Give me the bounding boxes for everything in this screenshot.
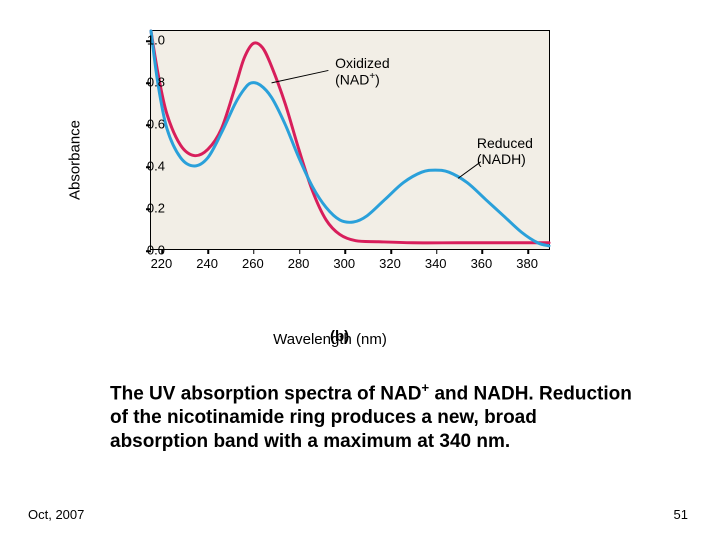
x-tick-mark [390, 249, 392, 254]
y-axis-label: Absorbance [67, 120, 84, 200]
annotation-pointer [272, 70, 329, 82]
y-tick-label: 0.2 [125, 201, 165, 216]
x-tick-label: 320 [379, 256, 401, 271]
x-tick-label: 260 [242, 256, 264, 271]
x-tick-label: 340 [425, 256, 447, 271]
x-tick-mark [299, 249, 301, 254]
footer-date: Oct, 2007 [28, 507, 84, 522]
reduced-label: Reduced(NADH) [477, 135, 533, 167]
footer-page-number: 51 [674, 507, 688, 522]
x-tick-label: 220 [151, 256, 173, 271]
x-tick-label: 300 [333, 256, 355, 271]
x-tick-label: 360 [471, 256, 493, 271]
x-tick-mark [253, 249, 255, 254]
x-tick-mark [436, 249, 438, 254]
x-tick-label: 380 [516, 256, 538, 271]
y-tick-label: 0.8 [125, 75, 165, 90]
y-tick-label: 1.0 [125, 33, 165, 48]
x-tick-label: 240 [196, 256, 218, 271]
caption-text: The UV absorption spectra of NAD+ and NA… [110, 380, 640, 454]
y-tick-label: 0.6 [125, 117, 165, 132]
x-tick-mark [527, 249, 529, 254]
panel-label: (b) [330, 328, 349, 345]
y-tick-label: 0.4 [125, 159, 165, 174]
x-tick-mark [207, 249, 209, 254]
oxidized-label: Oxidized(NAD+) [335, 55, 389, 88]
x-tick-label: 280 [288, 256, 310, 271]
x-tick-mark [345, 249, 347, 254]
x-tick-mark [482, 249, 484, 254]
chart-container: Absorbance Wavelength (nm) 0.00.20.40.60… [90, 20, 570, 300]
